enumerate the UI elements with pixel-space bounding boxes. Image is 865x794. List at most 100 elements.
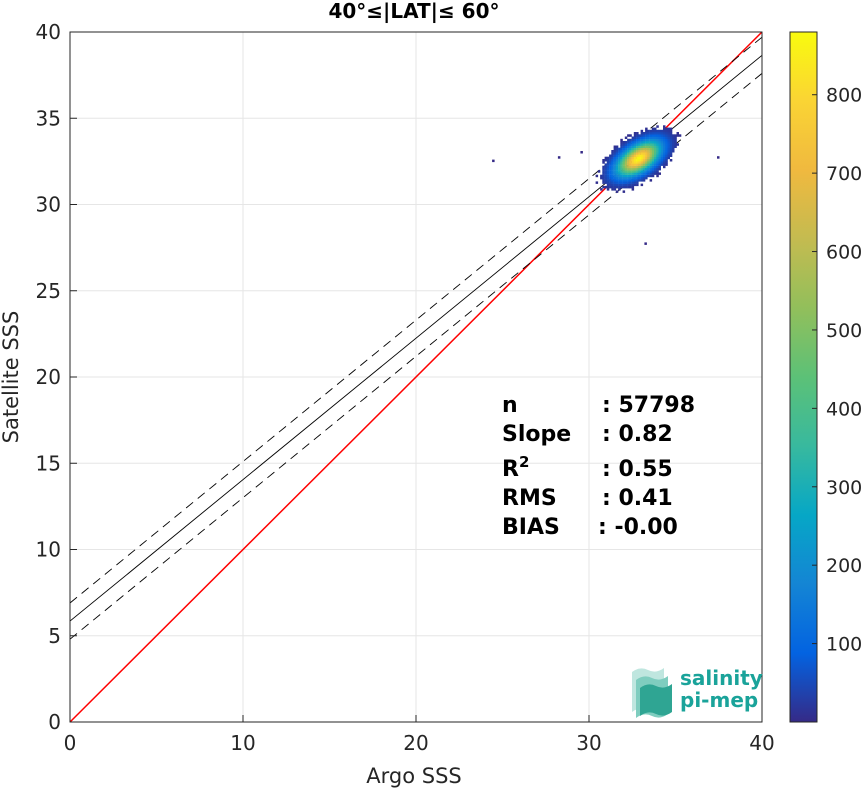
density-cell bbox=[642, 179, 646, 182]
density-cell bbox=[665, 134, 668, 137]
density-cell bbox=[640, 129, 644, 133]
density-cell bbox=[613, 179, 617, 182]
density-cell bbox=[640, 159, 644, 162]
density-cell bbox=[624, 167, 628, 171]
density-cell bbox=[658, 143, 661, 146]
density-cell bbox=[640, 176, 644, 180]
density-cell bbox=[615, 174, 619, 178]
density-cell bbox=[624, 145, 628, 148]
density-cell bbox=[627, 176, 630, 180]
density-cell bbox=[660, 141, 664, 144]
density-cell bbox=[622, 174, 626, 178]
density-cell bbox=[638, 163, 641, 166]
x-axis-label: Argo SSS bbox=[366, 764, 461, 788]
density-cell bbox=[647, 159, 650, 162]
density-cell bbox=[640, 172, 644, 175]
density-cell bbox=[624, 176, 628, 180]
density-cell bbox=[633, 145, 637, 148]
density-cell bbox=[629, 165, 632, 169]
colorbar bbox=[789, 31, 818, 723]
density-cell bbox=[660, 163, 664, 166]
density-cell bbox=[629, 147, 632, 151]
density-cell bbox=[627, 159, 630, 162]
density-cell bbox=[645, 170, 648, 173]
density-cell bbox=[663, 132, 666, 135]
density-cell bbox=[618, 163, 621, 166]
density-cell bbox=[654, 129, 657, 133]
density-cell bbox=[597, 170, 601, 173]
density-cell bbox=[622, 165, 626, 169]
density-cell bbox=[629, 143, 632, 146]
density-cell bbox=[618, 159, 621, 162]
density-cell bbox=[602, 159, 605, 162]
density-cell bbox=[615, 167, 619, 171]
density-cell bbox=[604, 174, 608, 178]
density-cell bbox=[656, 132, 659, 135]
density-cell bbox=[638, 179, 641, 182]
y-tick-label: 30 bbox=[36, 193, 61, 217]
density-cell bbox=[656, 136, 659, 139]
density-cell bbox=[627, 179, 630, 182]
density-cell bbox=[654, 156, 657, 160]
density-cell bbox=[672, 147, 675, 151]
density-cell bbox=[611, 165, 614, 169]
density-cell bbox=[647, 134, 650, 137]
density-cell bbox=[622, 141, 626, 144]
density-cell bbox=[672, 138, 675, 142]
density-cell bbox=[647, 143, 650, 146]
density-cell bbox=[613, 185, 617, 189]
density-cell bbox=[629, 138, 632, 142]
density-cell bbox=[618, 176, 621, 180]
density-cell bbox=[627, 147, 630, 151]
density-cell bbox=[645, 150, 648, 153]
density-cell bbox=[624, 150, 628, 153]
x-ticks: 0 10 20 30 40 bbox=[64, 715, 775, 755]
density-cell bbox=[667, 147, 670, 151]
density-cell bbox=[606, 183, 610, 187]
outlier-cell bbox=[580, 151, 583, 154]
density-cell bbox=[609, 167, 612, 171]
density-cell bbox=[611, 161, 614, 164]
density-cell bbox=[642, 141, 646, 144]
density-cell bbox=[609, 174, 612, 178]
density-cell bbox=[629, 161, 632, 164]
density-cell bbox=[613, 183, 617, 187]
density-cell bbox=[645, 132, 648, 135]
density-cell bbox=[649, 136, 653, 139]
density-cell bbox=[651, 172, 655, 175]
density-cell bbox=[609, 172, 612, 175]
density-cell bbox=[618, 150, 621, 153]
density-cell bbox=[674, 143, 677, 146]
density-cell bbox=[651, 152, 655, 155]
density-cell bbox=[636, 156, 639, 160]
density-cell bbox=[651, 143, 655, 146]
density-cell bbox=[611, 167, 614, 171]
stat-label: Slope bbox=[502, 422, 571, 447]
density-cell bbox=[609, 181, 612, 184]
stat-value: : 0.41 bbox=[602, 486, 673, 511]
density-cell bbox=[622, 179, 626, 182]
density-cell bbox=[645, 145, 648, 148]
density-cell bbox=[636, 134, 639, 137]
density-cell bbox=[645, 161, 648, 164]
stat-value: : 57798 bbox=[602, 393, 695, 418]
density-cell bbox=[663, 141, 666, 144]
density-cell bbox=[629, 167, 632, 171]
density-cell bbox=[638, 150, 641, 153]
density-cell bbox=[629, 181, 632, 184]
density-cell bbox=[622, 143, 626, 146]
density-cell bbox=[609, 156, 612, 160]
density-cell bbox=[615, 181, 619, 184]
density-cell bbox=[665, 141, 668, 144]
density-cell bbox=[649, 163, 653, 166]
density-cell bbox=[633, 152, 637, 155]
density-cell bbox=[636, 165, 639, 169]
density-cell bbox=[665, 150, 668, 153]
density-cell bbox=[654, 143, 657, 146]
density-cell bbox=[638, 147, 641, 151]
density-cell bbox=[636, 172, 639, 175]
density-cell bbox=[627, 141, 630, 144]
density-cell bbox=[669, 145, 673, 148]
density-cell bbox=[633, 183, 637, 187]
density-cell bbox=[615, 147, 619, 151]
